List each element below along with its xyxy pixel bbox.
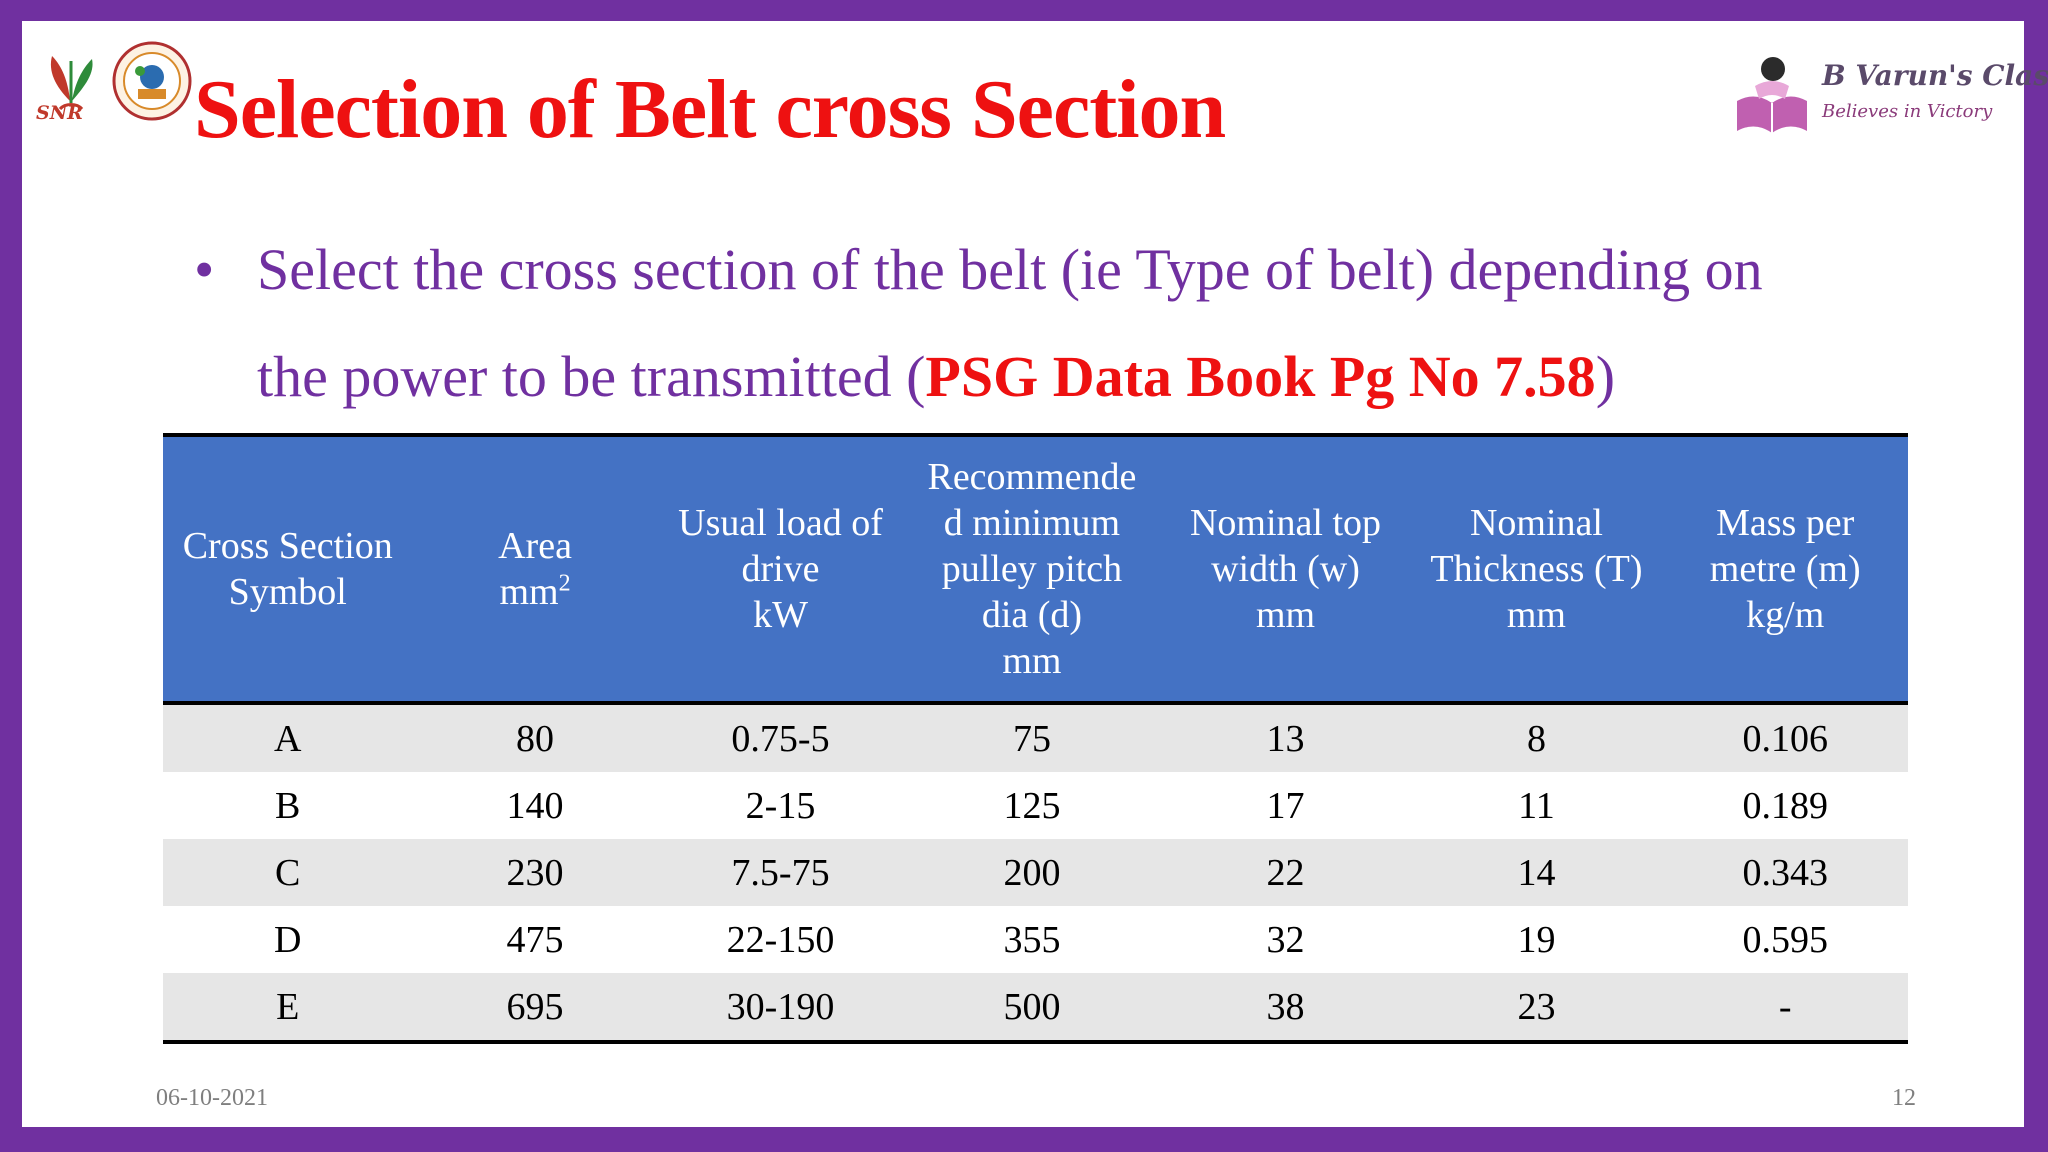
cell-top-width: 32 (1160, 906, 1411, 973)
bullet-line-2: the power to be transmitted ( (257, 344, 926, 409)
cell-pulley-dia: 500 (903, 973, 1161, 1042)
table-row: E 695 30-190 500 38 23- (163, 973, 1908, 1042)
cell-mass: 0.189 (1662, 772, 1908, 839)
cell-load: 2-15 (657, 772, 904, 839)
slide: SNR B Varun's Class Believes in Victory … (22, 21, 2048, 1127)
cell-mass: 0.343 (1662, 839, 1908, 906)
brand-name: B Varun's Class (1822, 59, 2048, 92)
header-area: Area mm2 (412, 435, 658, 705)
cell-thickness: 14 (1410, 839, 1663, 906)
header-thickness: Nominal Thickness (T) mm (1410, 435, 1663, 705)
header-mass-per-metre: Mass per metre (m) kg/m (1662, 435, 1908, 705)
table-row: A 80 0.75-5 75 13 8 0.106 (163, 703, 1908, 772)
brand-tagline: Believes in Victory (1822, 101, 1993, 122)
book-reader-icon (1737, 57, 1807, 133)
footer-date: 06-10-2021 (156, 1085, 268, 1111)
bullet-point: • Select the cross section of the belt (… (194, 216, 1894, 430)
cell-load: 22-150 (657, 906, 904, 973)
header-top-width: Nominal top width (w) mm (1160, 435, 1411, 705)
cell-area: 695 (412, 973, 658, 1042)
cell-mass: 0.106 (1662, 703, 1908, 772)
snr-logo-icon: SNR (36, 41, 192, 124)
cell-area: 230 (412, 839, 658, 906)
bullet-line-1: Select the cross section of the belt (ie… (257, 237, 1763, 302)
belt-cross-section-table: Cross Section Symbol Area mm2 Usual load… (163, 433, 1908, 1044)
bullet-text: Select the cross section of the belt (ie… (194, 216, 1894, 430)
table-row: D 475 22-150 355 32 19 0.595 (163, 906, 1908, 973)
bullet-dot-icon: • (194, 237, 215, 302)
cell-top-width: 38 (1160, 973, 1411, 1042)
cell-load: 7.5-75 (657, 839, 904, 906)
cell-thickness: 19 (1410, 906, 1663, 973)
slide-title: Selection of Belt cross Section (194, 63, 1226, 156)
header-usual-load: Usual load of drive kW (657, 435, 904, 705)
table-row: C 230 7.5-75 200 22 14 0.343 (163, 839, 1908, 906)
cell-pulley-dia: 75 (903, 703, 1161, 772)
b-varuns-class-logo: B Varun's Class Believes in Victory (1727, 41, 2048, 171)
cell-symbol: C (163, 839, 413, 906)
cell-load: 30-190 (657, 973, 904, 1042)
psg-reference: PSG Data Book Pg No 7.58 (925, 344, 1596, 409)
table-header-row: Cross Section Symbol Area mm2 Usual load… (163, 435, 1908, 705)
cell-pulley-dia: 125 (903, 772, 1161, 839)
cell-top-width: 13 (1160, 703, 1411, 772)
table-body: A 80 0.75-5 75 13 8 0.106 B 140 2-15 125 17 11 0.189 C… (163, 703, 1908, 1042)
cell-area: 475 (412, 906, 658, 973)
cell-top-width: 22 (1160, 839, 1411, 906)
cell-mass: 0.595 (1662, 906, 1908, 973)
cell-thickness: 23 (1410, 973, 1663, 1042)
cell-load: 0.75-5 (657, 703, 904, 772)
footer-page-number: 12 (1892, 1085, 1916, 1111)
header-cross-section-symbol: Cross Section Symbol (163, 435, 413, 705)
cell-area: 140 (412, 772, 658, 839)
cell-pulley-dia: 200 (903, 839, 1161, 906)
cell-pulley-dia: 355 (903, 906, 1161, 973)
cell-mass: - (1662, 973, 1908, 1042)
table-row: B 140 2-15 125 17 11 0.189 (163, 772, 1908, 839)
svg-text:SNR: SNR (36, 102, 83, 124)
college-logos: SNR (30, 31, 205, 141)
bullet-close-paren: ) (1595, 344, 1616, 409)
cell-thickness: 11 (1410, 772, 1663, 839)
cell-symbol: E (163, 973, 413, 1042)
cell-top-width: 17 (1160, 772, 1411, 839)
header-min-pulley-dia: Recommende d minimum pulley pitch dia (d… (903, 435, 1161, 705)
cell-symbol: A (163, 703, 413, 772)
cell-symbol: D (163, 906, 413, 973)
cell-area: 80 (412, 703, 658, 772)
cell-symbol: B (163, 772, 413, 839)
cell-thickness: 8 (1410, 703, 1663, 772)
